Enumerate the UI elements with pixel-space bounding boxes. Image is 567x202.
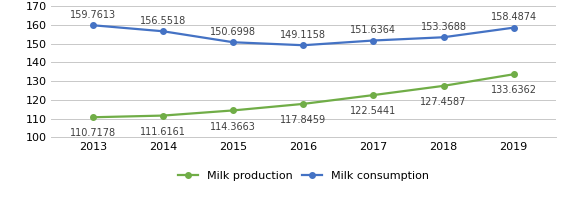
Text: 122.5441: 122.5441 <box>350 106 396 116</box>
Text: 111.6161: 111.6161 <box>140 127 186 137</box>
Text: 114.3663: 114.3663 <box>210 122 256 132</box>
Milk production <box>300 103 307 105</box>
Text: 153.3688: 153.3688 <box>421 22 467 32</box>
Text: 150.6998: 150.6998 <box>210 27 256 37</box>
Milk consumption <box>160 30 167 33</box>
Milk production <box>90 116 96 118</box>
Line: Milk production: Milk production <box>90 72 517 120</box>
Milk consumption <box>440 36 447 38</box>
Milk production <box>440 85 447 87</box>
Milk consumption <box>230 41 236 43</box>
Legend: Milk production, Milk consumption: Milk production, Milk consumption <box>174 167 433 186</box>
Milk production <box>370 94 377 96</box>
Text: 149.1158: 149.1158 <box>280 30 327 40</box>
Milk consumption <box>510 26 517 29</box>
Text: 159.7613: 159.7613 <box>70 10 116 20</box>
Text: 117.8459: 117.8459 <box>280 115 327 125</box>
Text: 158.4874: 158.4874 <box>490 12 537 22</box>
Text: 110.7178: 110.7178 <box>70 128 116 138</box>
Text: 127.4587: 127.4587 <box>420 97 467 107</box>
Milk consumption <box>370 39 377 42</box>
Line: Milk consumption: Milk consumption <box>90 22 517 48</box>
Text: 133.6362: 133.6362 <box>490 85 536 95</box>
Milk consumption <box>300 44 307 46</box>
Text: 156.5518: 156.5518 <box>140 16 187 26</box>
Milk production <box>510 73 517 76</box>
Milk production <box>230 109 236 112</box>
Text: 151.6364: 151.6364 <box>350 25 396 35</box>
Milk production <box>160 114 167 117</box>
Milk consumption <box>90 24 96 26</box>
